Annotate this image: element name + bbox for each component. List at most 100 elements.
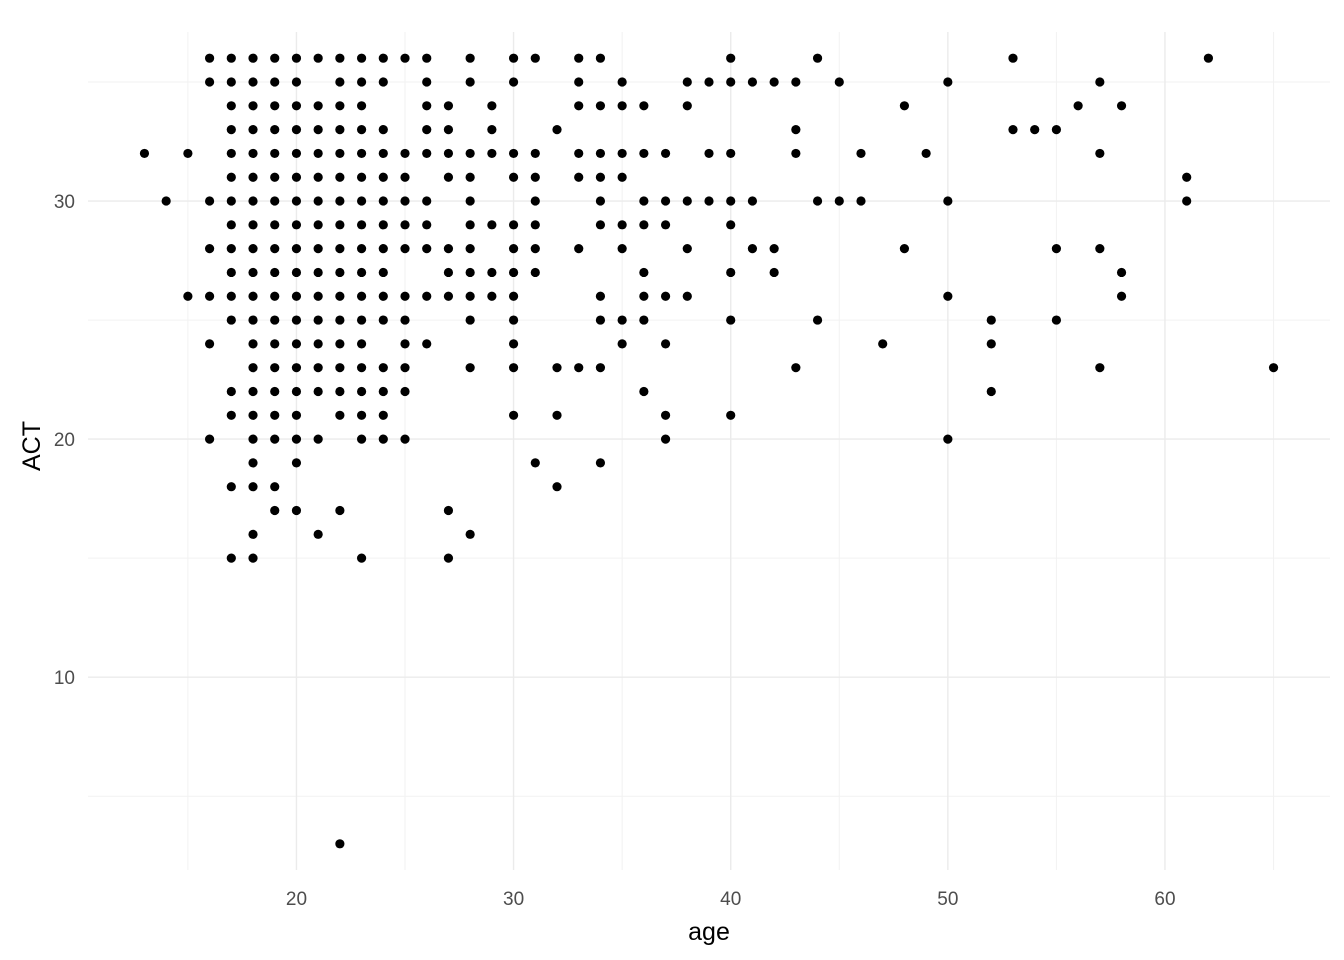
- data-point: [552, 125, 562, 135]
- data-point: [443, 172, 454, 182]
- data-point: [443, 101, 454, 111]
- data-point: [791, 125, 801, 135]
- data-point: [574, 363, 584, 373]
- data-point: [639, 315, 649, 325]
- data-point: [834, 196, 844, 206]
- data-point: [335, 53, 345, 63]
- data-point: [530, 172, 540, 182]
- data-point: [1116, 101, 1127, 111]
- data-point: [769, 244, 779, 254]
- data-point: [1116, 267, 1127, 278]
- data-point: [726, 53, 736, 63]
- data-point: [899, 101, 910, 111]
- data-point: [530, 53, 540, 63]
- data-point: [313, 101, 323, 111]
- data-point: [1182, 196, 1192, 206]
- data-point: [291, 386, 302, 397]
- data-point: [378, 53, 388, 63]
- data-point: [183, 148, 193, 159]
- data-point: [270, 482, 280, 492]
- data-point: [313, 386, 323, 397]
- data-point: [856, 196, 866, 206]
- data-point: [422, 125, 432, 135]
- data-point: [378, 172, 388, 182]
- data-point: [335, 148, 345, 159]
- data-point: [335, 244, 345, 254]
- data-point: [487, 291, 497, 301]
- data-point: [226, 410, 236, 420]
- data-point: [986, 315, 996, 325]
- data-point: [356, 386, 367, 397]
- data-point: [660, 220, 671, 230]
- data-point: [356, 125, 367, 135]
- data-point: [682, 244, 692, 254]
- data-point: [400, 148, 410, 159]
- data-point: [422, 77, 432, 87]
- data-point: [270, 315, 280, 325]
- data-point: [465, 220, 475, 230]
- data-point: [335, 339, 345, 349]
- data-point: [400, 220, 410, 230]
- data-point: [639, 220, 649, 230]
- data-point: [270, 386, 280, 397]
- data-point: [1203, 53, 1214, 63]
- data-point: [335, 505, 345, 516]
- data-point: [508, 291, 519, 301]
- data-point: [378, 244, 388, 254]
- data-point: [443, 553, 454, 563]
- data-point: [921, 148, 931, 159]
- data-point: [291, 410, 302, 420]
- data-point: [595, 53, 606, 63]
- data-point: [204, 339, 215, 349]
- data-point: [248, 77, 258, 87]
- data-point: [400, 386, 410, 397]
- data-point: [291, 291, 302, 301]
- data-point: [617, 220, 627, 230]
- data-point: [378, 267, 388, 278]
- data-point: [660, 148, 671, 159]
- data-point: [465, 267, 475, 278]
- data-point: [660, 196, 671, 206]
- data-point: [248, 482, 258, 492]
- data-point: [508, 363, 519, 373]
- data-point: [530, 220, 540, 230]
- data-point: [313, 196, 323, 206]
- data-point: [248, 434, 258, 444]
- data-point: [270, 172, 280, 182]
- data-point: [682, 101, 692, 111]
- data-point: [335, 172, 345, 182]
- data-point: [747, 244, 758, 254]
- data-point: [595, 315, 606, 325]
- data-point: [1051, 125, 1062, 135]
- data-point: [595, 101, 606, 111]
- data-point: [226, 172, 236, 182]
- data-point: [465, 148, 475, 159]
- data-point: [595, 172, 606, 182]
- data-point: [856, 148, 866, 159]
- data-point: [291, 505, 302, 516]
- data-point: [226, 220, 236, 230]
- data-point: [248, 196, 258, 206]
- data-point: [617, 339, 627, 349]
- data-point: [508, 172, 519, 182]
- data-point: [356, 53, 367, 63]
- data-point: [465, 172, 475, 182]
- data-point: [1008, 53, 1018, 63]
- data-point: [313, 315, 323, 325]
- data-point: [291, 339, 302, 349]
- data-point: [248, 386, 258, 397]
- data-point: [356, 553, 367, 563]
- data-point: [204, 434, 215, 444]
- data-point: [291, 196, 302, 206]
- data-point: [660, 434, 671, 444]
- data-point: [313, 339, 323, 349]
- data-point: [270, 53, 280, 63]
- data-point: [660, 291, 671, 301]
- data-point: [356, 196, 367, 206]
- data-point: [270, 434, 280, 444]
- data-point: [378, 148, 388, 159]
- data-point: [248, 291, 258, 301]
- x-axis-title: age: [688, 918, 730, 946]
- data-point: [270, 196, 280, 206]
- data-point: [378, 77, 388, 87]
